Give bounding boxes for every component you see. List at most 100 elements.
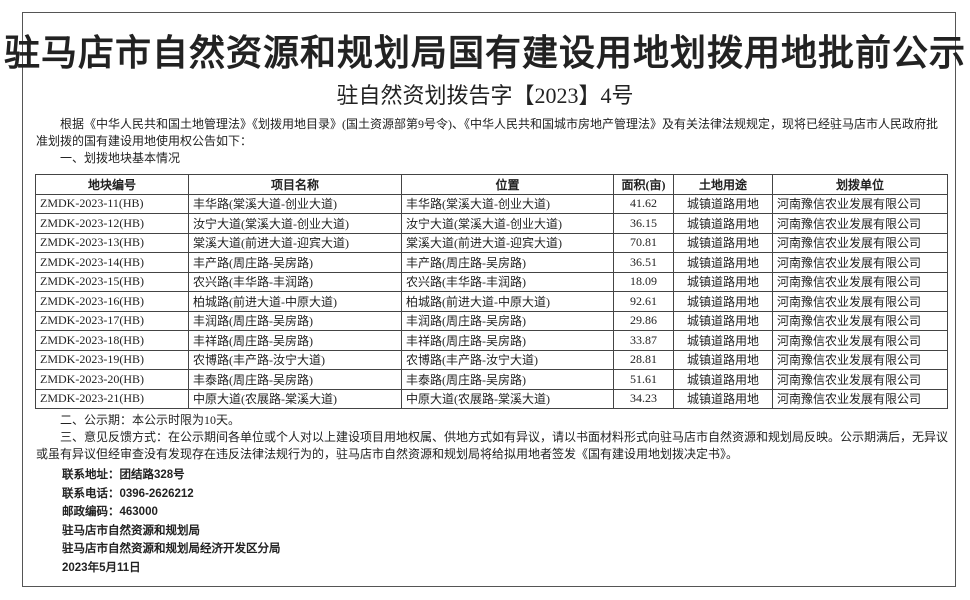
table-cell: 汝宁大道(棠溪大道-创业大道): [188, 213, 402, 234]
table-cell: 70.81: [613, 232, 674, 253]
table-cell: ZMDK-2023-20(HB): [35, 369, 189, 390]
table-cell: 城镇道路用地: [673, 252, 773, 273]
table-cell: 丰润路(周庄路-吴房路): [188, 310, 402, 331]
table-cell: 柏城路(前进大道-中原大道): [188, 291, 402, 312]
table-cell: 中原大道(农展路-棠溪大道): [188, 388, 402, 409]
table-cell: 棠溪大道(前进大道-迎宾大道): [188, 232, 402, 253]
table-cell: 城镇道路用地: [673, 388, 773, 409]
table-cell: 丰润路(周庄路-吴房路): [401, 310, 614, 331]
table-cell: ZMDK-2023-19(HB): [35, 349, 189, 370]
table-cell: 36.15: [613, 213, 674, 234]
table-cell: 36.51: [613, 252, 674, 273]
table-cell: 河南豫信农业发展有限公司: [772, 271, 948, 292]
table-row: ZMDK-2023-17(HB) 丰润路(周庄路-吴房路) 丰润路(周庄路-吴房路)…: [35, 310, 948, 331]
table-cell: 河南豫信农业发展有限公司: [772, 369, 948, 390]
table-row: ZMDK-2023-11(HB) 丰华路(棠溪大道-创业大道) 丰华路(棠溪大道-创…: [35, 193, 948, 214]
table-cell: 丰祥路(周庄路-吴房路): [401, 330, 614, 351]
table-cell: ZMDK-2023-14(HB): [35, 252, 189, 273]
table-cell: 城镇道路用地: [673, 232, 773, 253]
table-cell: 河南豫信农业发展有限公司: [772, 193, 948, 214]
table-row: ZMDK-2023-20(HB) 丰泰路(周庄路-吴房路) 丰泰路(周庄路-吴房路)…: [35, 369, 948, 390]
footer-line: 驻马店市自然资源和规划局经济开发区分局: [62, 543, 281, 555]
table-cell: ZMDK-2023-11(HB): [35, 193, 189, 214]
table-cell: 丰华路(棠溪大道-创业大道): [188, 193, 402, 214]
table-cell: 城镇道路用地: [673, 369, 773, 390]
column-header: 划拨单位: [772, 174, 948, 195]
table-cell: 河南豫信农业发展有限公司: [772, 349, 948, 370]
footer-line: 联系电话：0396-2626212: [62, 487, 194, 500]
doc-number: 驻自然资划拨告字【2023】4号: [336, 83, 634, 108]
footer-line: 联系地址：团结路328号: [62, 469, 185, 481]
column-header: 土地用途: [673, 174, 773, 195]
table-cell: 丰泰路(周庄路-吴房路): [401, 369, 614, 390]
table-cell: 河南豫信农业发展有限公司: [772, 330, 948, 351]
table-cell: 18.09: [613, 271, 674, 292]
table-row: ZMDK-2023-13(HB) 棠溪大道(前进大道-迎宾大道) 棠溪大道(前进大道…: [35, 232, 948, 253]
table-cell: 丰产路(周庄路-吴房路): [401, 252, 614, 273]
intro: 根据《中华人民共和国土地管理法》《划拨用地目录》(国土资源部第9号令)、《中华人…: [36, 117, 938, 148]
table-row: ZMDK-2023-14(HB) 丰产路(周庄路-吴房路) 丰产路(周庄路-吴房路)…: [35, 252, 948, 273]
table-cell: 河南豫信农业发展有限公司: [772, 310, 948, 331]
column-header: 项目名称: [188, 174, 402, 195]
table-cell: 河南豫信农业发展有限公司: [772, 213, 948, 234]
table-cell: 城镇道路用地: [673, 193, 773, 214]
table-cell: 河南豫信农业发展有限公司: [772, 291, 948, 312]
table-cell: 92.61: [613, 291, 674, 312]
table-row: ZMDK-2023-21(HB) 中原大道(农展路-棠溪大道) 中原大道(农展路-棠…: [35, 388, 948, 409]
table-cell: 41.62: [613, 193, 674, 214]
table-cell: 城镇道路用地: [673, 213, 773, 234]
section-text: 二、公示期：本公示时限为10天。: [60, 413, 241, 427]
column-header: 面积(亩): [613, 174, 674, 195]
table-cell: 中原大道(农展路-棠溪大道): [401, 388, 614, 409]
table-row: ZMDK-2023-19(HB) 农博路(丰产路-汝宁大道) 农博路(丰产路-汝宁大…: [35, 349, 948, 370]
table-cell: 城镇道路用地: [673, 271, 773, 292]
table-cell: 丰泰路(周庄路-吴房路): [188, 369, 402, 390]
table-cell: 城镇道路用地: [673, 349, 773, 370]
section-text: 三、意见反馈方式：在公示期间各单位或个人对以上建设项目用地权属、供地方式如有异议…: [36, 430, 949, 461]
table-cell: 丰产路(周庄路-吴房路): [188, 252, 402, 273]
table-cell: ZMDK-2023-12(HB): [35, 213, 189, 234]
land-table: 地块编号 项目名称 位置 面积(亩) 土地用途 划拨单位 ZMDK-2023-11(HB)…: [35, 174, 948, 409]
table-row: ZMDK-2023-15(HB) 农兴路(丰华路-丰润路) 农兴路(丰华路-丰润路)…: [35, 271, 948, 292]
table-cell: 棠溪大道(前进大道-迎宾大道): [401, 232, 614, 253]
table-cell: 柏城路(前进大道-中原大道): [401, 291, 614, 312]
table-cell: 河南豫信农业发展有限公司: [772, 232, 948, 253]
table-row: ZMDK-2023-16(HB) 柏城路(前进大道-中原大道) 柏城路(前进大道-中…: [35, 291, 948, 312]
table-cell: ZMDK-2023-21(HB): [35, 388, 189, 409]
column-header: 位置: [401, 174, 614, 195]
table-cell: ZMDK-2023-18(HB): [35, 330, 189, 351]
table-cell: 农兴路(丰华路-丰润路): [401, 271, 614, 292]
table-cell: 29.86: [613, 310, 674, 331]
table-cell: ZMDK-2023-13(HB): [35, 232, 189, 253]
border-frame: [22, 12, 956, 587]
table-cell: ZMDK-2023-16(HB): [35, 291, 189, 312]
table-cell: 农兴路(丰华路-丰润路): [188, 271, 402, 292]
column-header: 地块编号: [35, 174, 189, 195]
table-cell: 河南豫信农业发展有限公司: [772, 252, 948, 273]
table-cell: 农博路(丰产路-汝宁大道): [401, 349, 614, 370]
table-cell: 51.61: [613, 369, 674, 390]
table-cell: 丰华路(棠溪大道-创业大道): [401, 193, 614, 214]
table-cell: 城镇道路用地: [673, 310, 773, 331]
table-cell: 28.81: [613, 349, 674, 370]
table-cell: ZMDK-2023-17(HB): [35, 310, 189, 331]
table-cell: ZMDK-2023-15(HB): [35, 271, 189, 292]
footer-line: 邮政编码：463000: [62, 506, 158, 518]
table-cell: 河南豫信农业发展有限公司: [772, 388, 948, 409]
table-cell: 34.23: [613, 388, 674, 409]
table-cell: 农博路(丰产路-汝宁大道): [188, 349, 402, 370]
title: 驻马店市自然资源和规划局国有建设用地划拨用地批前公示: [3, 33, 966, 73]
section-heading: 一、划拨地块基本情况: [60, 151, 181, 165]
footer-line: 驻马店市自然资源和规划局: [62, 524, 200, 537]
table-cell: 城镇道路用地: [673, 291, 773, 312]
table-cell: 33.87: [613, 330, 674, 351]
table-cell: 丰祥路(周庄路-吴房路): [188, 330, 402, 351]
contact-block: 联系地址：团结路328号 联系电话：0396-2626212 邮政编码：463000…: [62, 466, 281, 577]
table-row: ZMDK-2023-12(HB) 汝宁大道(棠溪大道-创业大道) 汝宁大道(棠溪大道…: [35, 213, 948, 234]
header-row: 地块编号 项目名称 位置 面积(亩) 土地用途 划拨单位: [35, 174, 948, 195]
footer-line: 2023年5月11日: [62, 561, 141, 574]
table-cell: 汝宁大道(棠溪大道-创业大道): [401, 213, 614, 234]
table-row: ZMDK-2023-18(HB) 丰祥路(周庄路-吴房路) 丰祥路(周庄路-吴房路)…: [35, 330, 948, 351]
table-cell: 城镇道路用地: [673, 330, 773, 351]
